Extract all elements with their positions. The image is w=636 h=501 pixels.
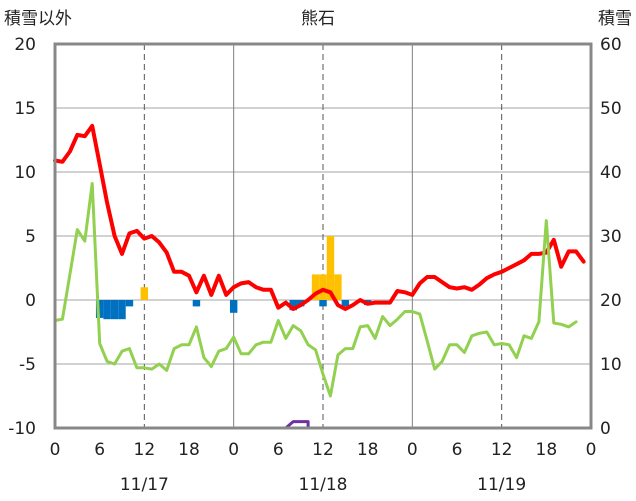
bar-blue — [95, 300, 104, 318]
right-axis-label: 積雪 — [598, 9, 632, 29]
bar-orange — [334, 274, 342, 300]
left-axis-label: 積雪以外 — [4, 9, 72, 29]
y-tick-right: 30 — [600, 227, 622, 247]
series-line — [53, 182, 578, 398]
x-tick: 6 — [452, 440, 463, 460]
y-tick-left: 5 — [25, 227, 36, 247]
bar-orange — [140, 287, 149, 300]
plot-frame — [53, 42, 593, 430]
y-tick-right: 0 — [600, 419, 611, 439]
bar-blue — [103, 300, 111, 320]
bar-blue — [192, 300, 201, 307]
bar-orange — [319, 274, 327, 300]
x-tick: 0 — [228, 440, 239, 460]
x-tick: 12 — [491, 440, 513, 460]
y-tick-right: 40 — [600, 163, 622, 183]
y-tick-left: 10 — [14, 163, 36, 183]
series-line — [53, 123, 586, 311]
bars — [95, 236, 372, 320]
bar-blue — [125, 300, 134, 307]
y-tick-right: 60 — [600, 35, 622, 55]
x-tick: 12 — [134, 440, 156, 460]
bar-blue — [229, 300, 238, 313]
bar-blue — [118, 300, 126, 320]
date-label: 11/18 — [299, 475, 348, 495]
x-tick: 0 — [407, 440, 418, 460]
y-tick-right: 20 — [600, 291, 622, 311]
x-tick: 6 — [94, 440, 105, 460]
date-label: 11/17 — [120, 475, 169, 495]
y-tick-left: 15 — [14, 99, 36, 119]
y-tick-left: -10 — [8, 419, 36, 439]
x-tick: 6 — [273, 440, 284, 460]
date-label: 11/19 — [477, 475, 526, 495]
bar-orange — [326, 236, 335, 300]
bar-blue — [341, 300, 350, 307]
bar-blue — [289, 300, 297, 311]
y-tick-left: 20 — [14, 35, 36, 55]
x-tick: 18 — [178, 440, 200, 460]
y-tick-left: -5 — [19, 355, 36, 375]
x-tick: 18 — [357, 440, 379, 460]
bar-blue — [319, 300, 327, 307]
y-tick-right: 50 — [600, 99, 622, 119]
y-tick-left: 0 — [25, 291, 36, 311]
bar-blue — [110, 300, 119, 320]
x-tick: 0 — [50, 440, 61, 460]
bar-orange — [311, 274, 320, 300]
x-tick: 18 — [536, 440, 558, 460]
plot-border — [53, 42, 593, 430]
y-tick-right: 10 — [600, 355, 622, 375]
chart-title: 熊石 — [301, 9, 335, 29]
x-tick: 12 — [312, 440, 334, 460]
x-tick: 0 — [586, 440, 597, 460]
